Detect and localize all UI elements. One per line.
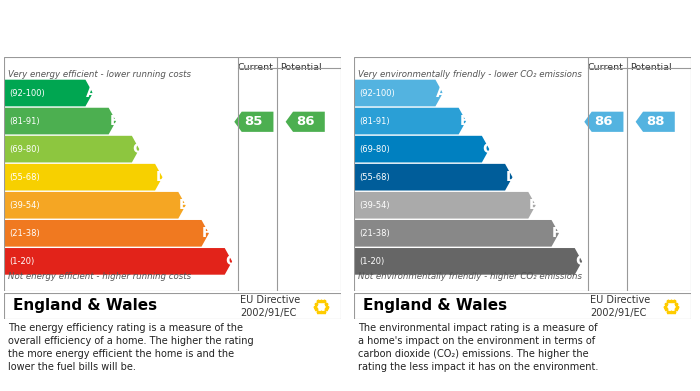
Text: A: A bbox=[86, 86, 97, 100]
Text: Current: Current bbox=[587, 63, 623, 72]
Text: C: C bbox=[482, 142, 493, 156]
Polygon shape bbox=[4, 108, 116, 135]
Text: (55-68): (55-68) bbox=[9, 173, 40, 182]
Text: D: D bbox=[156, 170, 167, 184]
Text: A: A bbox=[436, 86, 447, 100]
Text: England & Wales: England & Wales bbox=[363, 298, 507, 314]
Text: Potential: Potential bbox=[280, 63, 321, 72]
Text: (69-80): (69-80) bbox=[9, 145, 40, 154]
Text: 86: 86 bbox=[594, 115, 613, 128]
Text: (92-100): (92-100) bbox=[9, 88, 45, 97]
Text: (81-91): (81-91) bbox=[359, 117, 389, 126]
Text: C: C bbox=[132, 142, 143, 156]
Text: Not environmentally friendly - higher CO₂ emissions: Not environmentally friendly - higher CO… bbox=[358, 272, 582, 281]
Text: (92-100): (92-100) bbox=[359, 88, 395, 97]
Text: (39-54): (39-54) bbox=[9, 201, 39, 210]
Text: G: G bbox=[575, 255, 587, 268]
Text: (39-54): (39-54) bbox=[359, 201, 389, 210]
Text: Very environmentally friendly - lower CO₂ emissions: Very environmentally friendly - lower CO… bbox=[358, 70, 582, 79]
Polygon shape bbox=[4, 220, 209, 247]
Text: Energy Efficiency Rating: Energy Efficiency Rating bbox=[13, 35, 196, 48]
Polygon shape bbox=[354, 80, 443, 106]
Polygon shape bbox=[234, 112, 274, 132]
Text: Potential: Potential bbox=[630, 63, 671, 72]
Text: F: F bbox=[552, 226, 561, 240]
Text: Current: Current bbox=[237, 63, 273, 72]
Polygon shape bbox=[4, 248, 232, 275]
Text: Very energy efficient - lower running costs: Very energy efficient - lower running co… bbox=[8, 70, 190, 79]
Polygon shape bbox=[354, 136, 489, 163]
Polygon shape bbox=[354, 164, 512, 190]
Text: E: E bbox=[179, 198, 188, 212]
Polygon shape bbox=[4, 164, 162, 190]
Text: 2002/91/EC: 2002/91/EC bbox=[590, 308, 646, 318]
Text: Environmental Impact (CO₂) Rating: Environmental Impact (CO₂) Rating bbox=[363, 35, 624, 48]
Polygon shape bbox=[4, 192, 186, 219]
Text: (1-20): (1-20) bbox=[9, 257, 34, 266]
Polygon shape bbox=[354, 248, 582, 275]
Text: 88: 88 bbox=[646, 115, 664, 128]
Text: E: E bbox=[529, 198, 538, 212]
Text: EU Directive: EU Directive bbox=[240, 295, 300, 305]
Text: The energy efficiency rating is a measure of the
overall efficiency of a home. T: The energy efficiency rating is a measur… bbox=[8, 323, 253, 372]
Text: EU Directive: EU Directive bbox=[590, 295, 650, 305]
Text: 86: 86 bbox=[296, 115, 314, 128]
Text: B: B bbox=[459, 114, 470, 128]
Text: (81-91): (81-91) bbox=[9, 117, 39, 126]
Text: Not energy efficient - higher running costs: Not energy efficient - higher running co… bbox=[8, 272, 190, 281]
Polygon shape bbox=[584, 112, 624, 132]
Text: England & Wales: England & Wales bbox=[13, 298, 157, 314]
Text: 2002/91/EC: 2002/91/EC bbox=[240, 308, 296, 318]
Text: (21-38): (21-38) bbox=[359, 229, 390, 238]
Text: D: D bbox=[506, 170, 517, 184]
Polygon shape bbox=[4, 136, 139, 163]
Text: The environmental impact rating is a measure of
a home's impact on the environme: The environmental impact rating is a mea… bbox=[358, 323, 598, 372]
Text: (21-38): (21-38) bbox=[9, 229, 40, 238]
Polygon shape bbox=[354, 192, 536, 219]
Polygon shape bbox=[354, 108, 466, 135]
Text: (69-80): (69-80) bbox=[359, 145, 390, 154]
Text: (1-20): (1-20) bbox=[359, 257, 384, 266]
Text: 85: 85 bbox=[245, 115, 263, 128]
Text: (55-68): (55-68) bbox=[359, 173, 390, 182]
Text: G: G bbox=[225, 255, 237, 268]
Text: B: B bbox=[109, 114, 120, 128]
Polygon shape bbox=[354, 220, 559, 247]
Text: F: F bbox=[202, 226, 211, 240]
Polygon shape bbox=[286, 112, 325, 132]
Polygon shape bbox=[636, 112, 675, 132]
Polygon shape bbox=[4, 80, 93, 106]
